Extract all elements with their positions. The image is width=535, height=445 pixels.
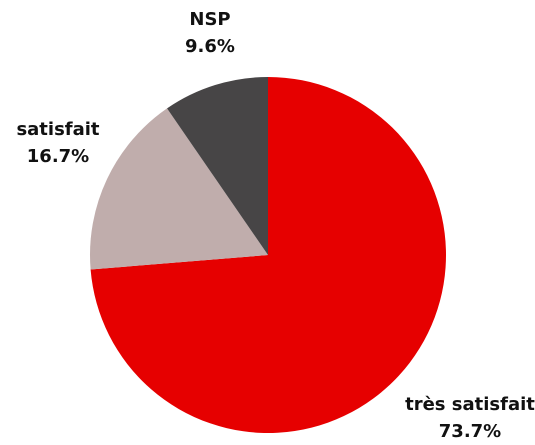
pie-slice — [167, 77, 268, 255]
slice-label: satisfait — [16, 119, 99, 140]
slice-value: 9.6% — [185, 36, 235, 57]
pie-slice — [90, 108, 268, 270]
slice-value: 16.7% — [27, 146, 89, 167]
slice-label: très satisfait — [405, 394, 535, 415]
pie-slice — [90, 77, 446, 434]
slice-label: NSP — [189, 9, 230, 30]
slice-value: 73.7% — [439, 421, 501, 442]
